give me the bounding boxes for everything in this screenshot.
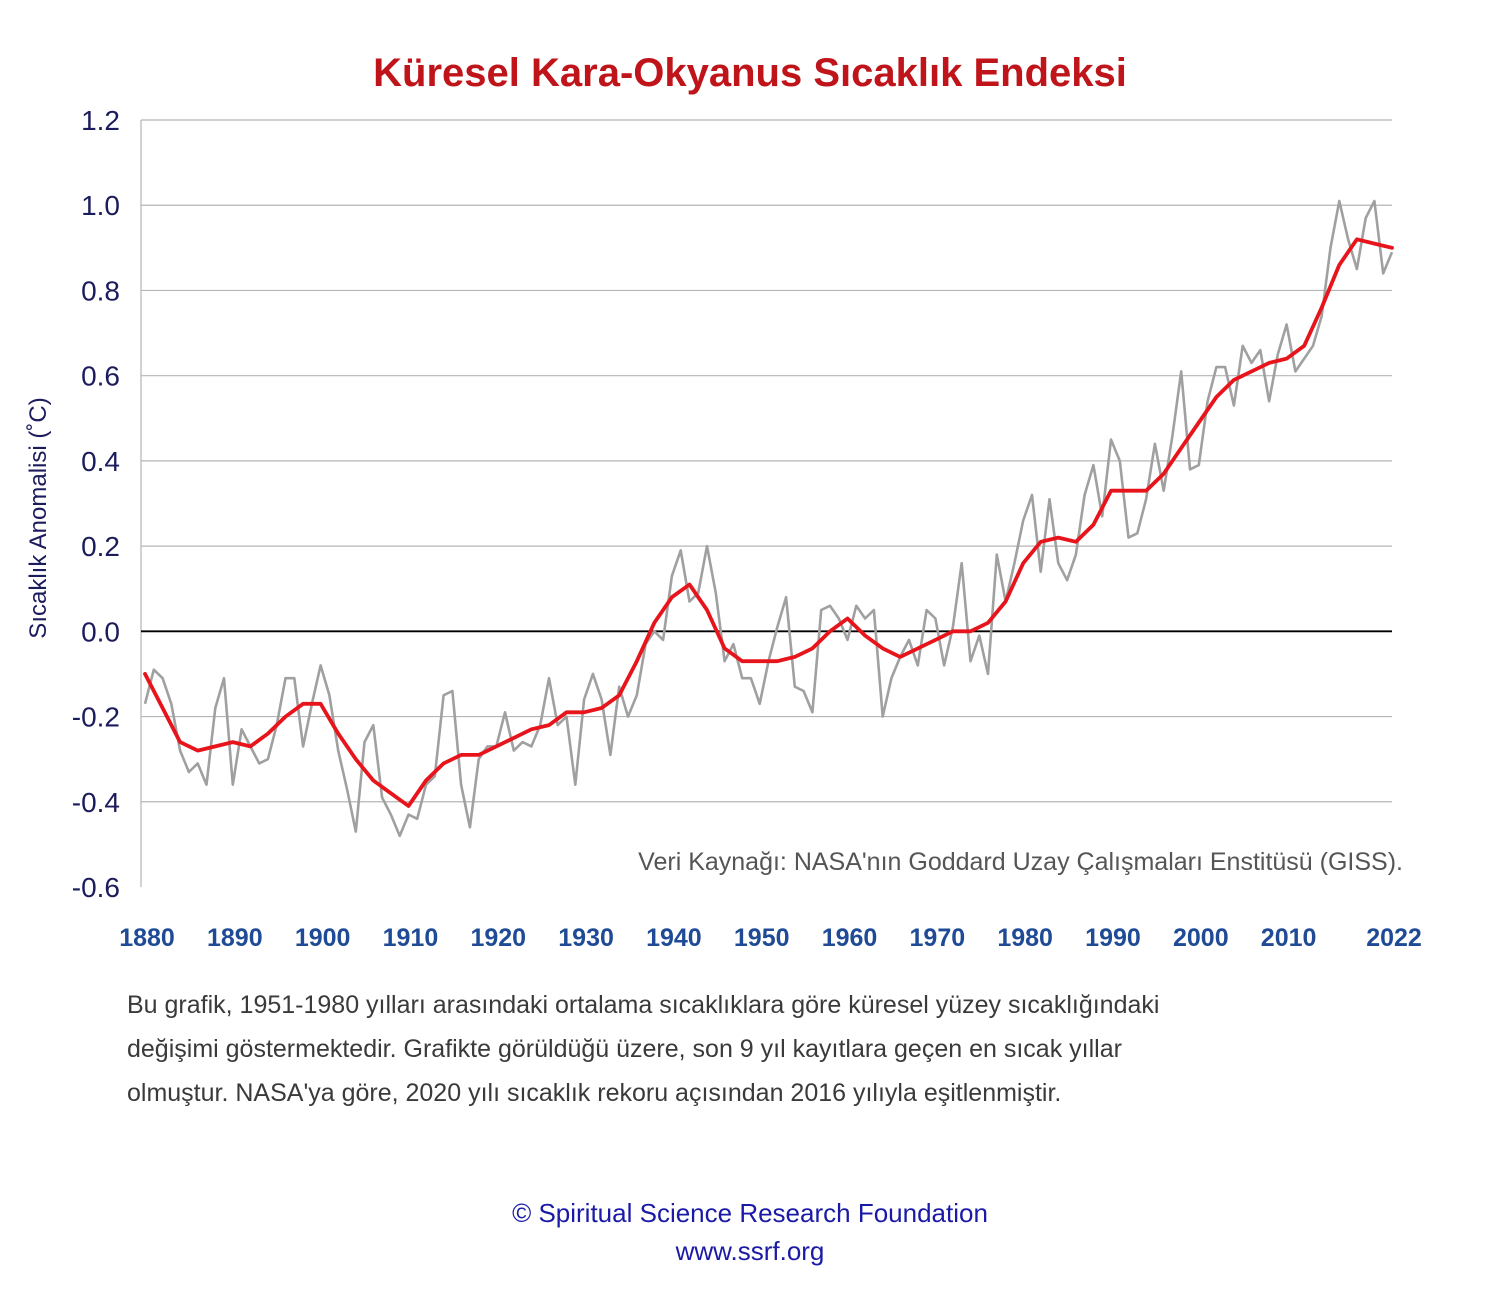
website-link[interactable]: www.ssrf.org (675, 1236, 825, 1266)
x-tick-label: 1900 (295, 924, 351, 952)
y-tick-label: 0.6 (81, 361, 120, 392)
y-tick-label: 0.4 (81, 446, 120, 477)
x-tick-label: 1990 (1085, 924, 1141, 952)
copyright-text: © Spiritual Science Research Foundation (512, 1198, 988, 1228)
x-tick-label: 1890 (207, 924, 263, 952)
x-tick-label: 1980 (997, 924, 1053, 952)
y-tick-label: 0.0 (81, 616, 120, 647)
x-tick-label: 1930 (558, 924, 614, 952)
y-tick-label: -0.6 (72, 872, 120, 903)
x-tick-label: 1970 (910, 924, 966, 952)
source-note: Veri Kaynağı: NASA'nın Goddard Uzay Çalı… (638, 848, 1403, 876)
x-tick-label: 1920 (470, 924, 526, 952)
y-tick-label: 0.2 (81, 531, 120, 562)
x-axis-ticks: 1880 1890 1900 1910 1920 1930 1940 1950 1960 1970… (119, 924, 1422, 952)
y-tick-label: -0.2 (72, 702, 120, 733)
x-tick-label: 1880 (119, 924, 175, 952)
x-tick-label: 1950 (734, 924, 790, 952)
chart-title: Küresel Kara-Okyanus Sıcaklık Endeksi (373, 51, 1127, 95)
x-tick-label: 2022 (1366, 924, 1422, 952)
series-smoothed-line (143, 237, 1394, 808)
x-tick-label: 2010 (1261, 924, 1317, 952)
y-tick-label: 1.0 (81, 190, 120, 221)
series-annual-mean-line (143, 199, 1394, 838)
x-tick-label: 1940 (646, 924, 702, 952)
chart-gridlines (141, 119, 1392, 803)
description-line: değişimi göstermektedir. Grafikte görüld… (127, 1035, 1122, 1063)
y-tick-label: -0.4 (72, 787, 120, 818)
y-tick-label: 0.8 (81, 275, 120, 306)
y-tick-label: 1.2 (81, 105, 120, 136)
x-tick-label: 2000 (1173, 924, 1229, 952)
y-axis-ticks: -0.6 -0.4 -0.2 0.0 0.2 0.4 0.6 0.8 1.0 1.2 (72, 105, 120, 903)
y-axis-label: Sıcaklık Anomalisi (˚C) (25, 397, 52, 638)
x-tick-label: 1910 (383, 924, 439, 952)
chart-description: Bu grafik, 1951-1980 yılları arasındaki … (127, 983, 1377, 1115)
temperature-index-chart: Küresel Kara-Okyanus Sıcaklık Endeksi -0… (25, 51, 1422, 952)
x-tick-label: 1960 (822, 924, 878, 952)
description-line: Bu grafik, 1951-1980 yılları arasındaki … (127, 991, 1160, 1019)
description-line: olmuştur. NASA'ya göre, 2020 yılı sıcakl… (127, 1079, 1062, 1107)
